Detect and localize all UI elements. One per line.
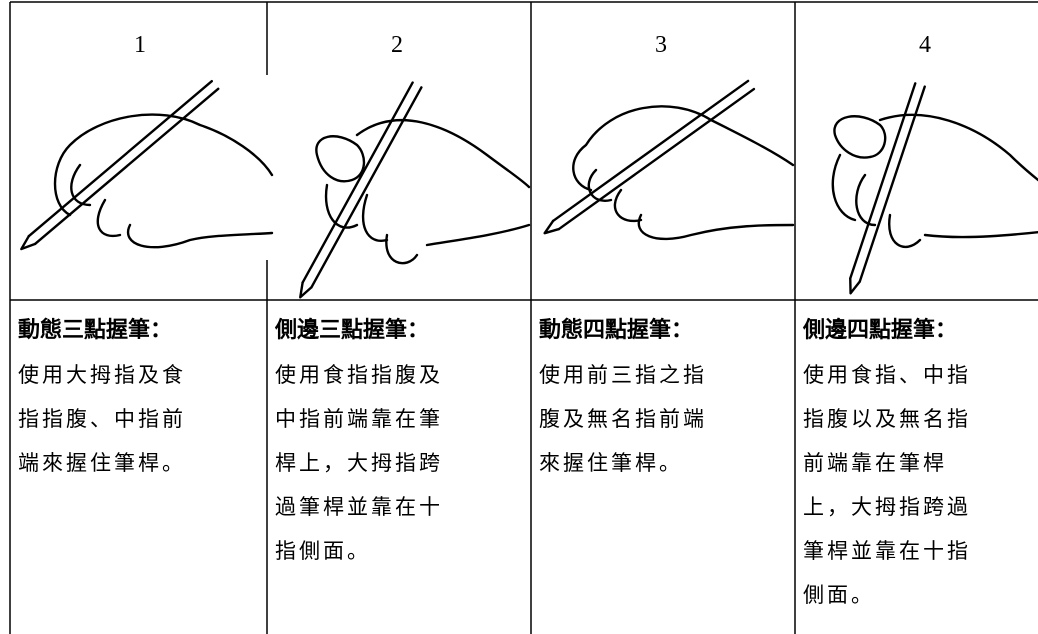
grip-description: 指側面。 [275,539,371,563]
column-number: 2 [391,32,403,58]
hand-outline [572,105,795,241]
pencil-edge [34,87,220,246]
grip-description: 指指腹、中指前 [18,407,186,431]
grip-description: 桿上，大拇指跨 [275,451,443,475]
pencil-edge [858,85,926,283]
pencil-edge [301,81,414,284]
grip-description: 前端靠在筆桿 [803,451,947,475]
hand-illustration [543,79,795,241]
grip-description: 筆桿並靠在十指 [803,539,971,563]
grip-description: 指腹以及無名指 [803,407,971,431]
hand-illustration [831,82,1038,295]
grip-description: 端來握住筆桿。 [18,451,186,475]
pencil-edge [557,87,756,231]
grip-description: 使用大拇指及食 [18,363,186,387]
grip-title: 動態四點握筆： [539,317,693,343]
pencil-tip [849,277,861,295]
grip-description: 中指前端靠在筆 [275,407,443,431]
grip-description: 側面。 [803,583,875,607]
pencil-tip [299,281,313,299]
hand-outline [53,113,274,249]
grip-description: 上，大拇指跨過 [803,495,971,519]
pencil-tip [543,219,561,235]
hand-illustration [20,79,274,251]
column-number: 1 [134,32,146,58]
grip-description: 來握住筆桿。 [539,451,683,475]
grip-description: 使用食指指腹及 [275,363,443,387]
grip-description: 腹及無名指前端 [539,407,707,431]
column-number: 3 [655,32,667,58]
hand-outline [831,113,1038,249]
hand-illustration [299,81,531,299]
grip-description: 過筆桿並靠在十 [275,495,443,519]
pencil-edge [551,79,750,223]
grip-title: 側邊三點握筆： [274,317,429,343]
pencil-edge [27,79,213,238]
grip-title: 動態三點握筆： [18,317,172,343]
column-number: 4 [919,32,931,58]
hand-outline [315,119,531,265]
grip-title: 側邊四點握筆： [802,317,957,343]
pencil-tip [20,234,37,251]
pencil-edge [310,86,423,289]
grip-description: 使用食指、中指 [803,363,971,387]
grip-description: 使用前三指之指 [539,363,707,387]
